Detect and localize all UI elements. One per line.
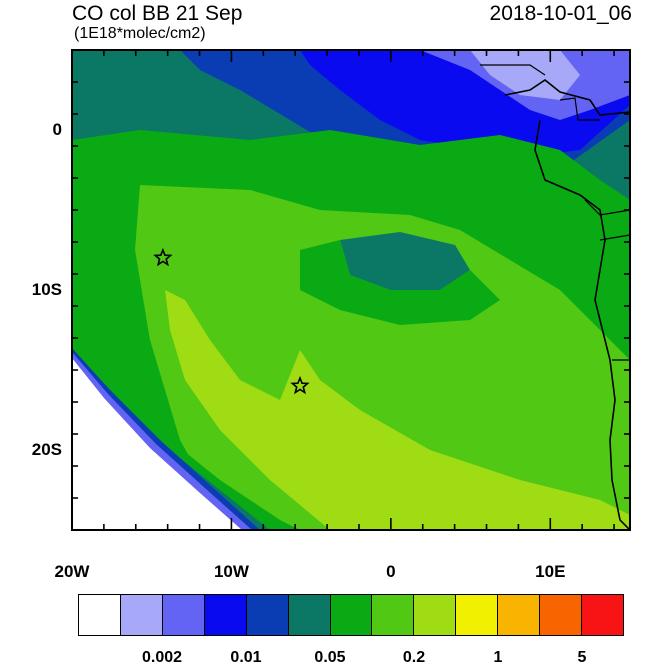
plot-frame — [71, 49, 631, 531]
coastline — [504, 79, 630, 530]
colorbar-cell — [204, 595, 247, 635]
colorbar-cell — [582, 595, 623, 635]
colorbar-cell — [288, 595, 331, 635]
colorbar — [78, 594, 624, 636]
missing-data-region — [72, 358, 242, 530]
field-band-0.5 — [165, 290, 630, 530]
colorbar-cell — [540, 595, 583, 635]
field-band-0.002 — [470, 50, 580, 100]
colorbar-cell — [120, 595, 163, 635]
colorbar-cell — [79, 595, 121, 635]
field-blob-0.05 — [340, 232, 470, 290]
star-marker — [290, 375, 310, 395]
map-title: CO col BB 21 Sep — [72, 2, 243, 25]
x-tick-label: 10W — [213, 562, 249, 581]
star-marker — [153, 247, 173, 267]
colorbar-cell — [246, 595, 289, 635]
colorbar-label: 1 — [493, 649, 503, 666]
y-tick-label: 20S — [31, 440, 62, 459]
field-ring-0.1 — [300, 240, 500, 325]
colorbar-label: 0.2 — [402, 649, 426, 666]
colorbar-cell — [330, 595, 373, 635]
y-tick-label: 10S — [31, 280, 62, 299]
map-plot — [71, 49, 631, 531]
timestamp-label: 2018-10-01_06 — [489, 2, 632, 25]
x-tick-label: 10E — [535, 562, 566, 581]
colorbar-cell — [456, 595, 499, 635]
colorbar-cell — [498, 595, 541, 635]
country-borders — [480, 64, 630, 361]
colorbar-label: 0.05 — [314, 649, 346, 666]
colorbar-label: 5 — [577, 649, 587, 666]
colorbar-cell — [414, 595, 457, 635]
x-tick-label: 0 — [386, 562, 396, 581]
colorbar-label: 0.002 — [141, 649, 183, 666]
colorbar-cell — [372, 595, 415, 635]
markers-layer — [153, 247, 310, 395]
units-label: (1E18*molec/cm2) — [74, 25, 206, 42]
x-tick-label: 20W — [54, 562, 90, 581]
colorbar-label: 0.01 — [230, 649, 262, 666]
co-field — [72, 50, 630, 530]
y-tick-label: 0 — [52, 120, 62, 139]
tick-marks — [71, 49, 630, 531]
colorbar-cell — [162, 595, 205, 635]
